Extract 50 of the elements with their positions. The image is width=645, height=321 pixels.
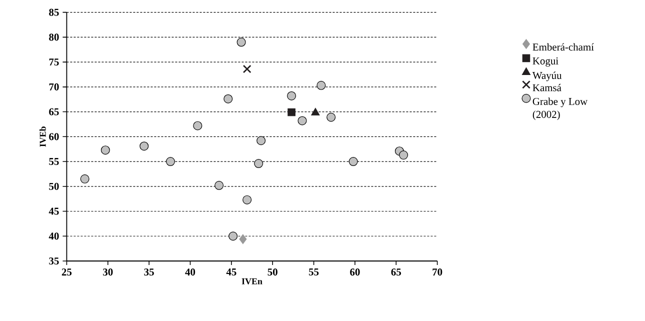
y-tick-label: 40 [48, 232, 59, 240]
y-tick-label: 50 [49, 182, 59, 190]
point [254, 159, 264, 168]
point [288, 108, 296, 116]
legend-label: Emberá-chamí [532, 43, 594, 51]
point [140, 142, 149, 151]
point [287, 91, 296, 100]
point [100, 146, 110, 155]
x-tick-label: 65 [391, 268, 401, 276]
y-tick-label: 45 [48, 208, 59, 215]
x-tick-label: 60 [350, 268, 360, 276]
point [193, 121, 202, 130]
x-tick-label: 45 [226, 268, 236, 276]
y-tick-label: 70 [49, 83, 59, 90]
y-tick-label: 85 [49, 8, 59, 16]
legend-label: Grabe y Low (2002) [532, 98, 588, 120]
y-tick-label: 80 [49, 34, 59, 41]
point [326, 112, 336, 122]
point [311, 108, 320, 116]
point [166, 157, 175, 166]
x-tick-label: 70 [432, 268, 442, 276]
point [348, 157, 358, 166]
x-tick-label: 35 [144, 268, 154, 276]
legend-label: Kogui [532, 57, 558, 67]
point [80, 174, 90, 184]
y-tick-label: 75 [49, 58, 59, 66]
x-tick-label: 55 [308, 268, 319, 276]
x-tick-label: 25 [62, 268, 72, 276]
x-tick-label: 40 [185, 268, 196, 276]
point [239, 234, 247, 244]
point [236, 38, 246, 47]
x-tick-label: 50 [268, 268, 278, 276]
point [298, 116, 307, 126]
y-axis-title: IVEb [40, 126, 46, 147]
point [214, 180, 224, 190]
legend-label: Kamsá [532, 84, 562, 92]
legend-label: Wayúu [532, 72, 562, 82]
point [228, 232, 238, 241]
point [242, 64, 252, 74]
x-axis-title: IVEn [242, 278, 262, 284]
point [242, 195, 252, 204]
point [224, 94, 233, 104]
y-tick-label: 55 [49, 158, 59, 166]
y-tick-label: 35 [49, 257, 59, 265]
y-tick-label: 65 [49, 108, 59, 116]
point [256, 136, 266, 146]
x-tick-label: 30 [103, 268, 113, 276]
y-tick-label: 60 [49, 133, 59, 140]
point [399, 150, 408, 160]
point [316, 80, 326, 90]
